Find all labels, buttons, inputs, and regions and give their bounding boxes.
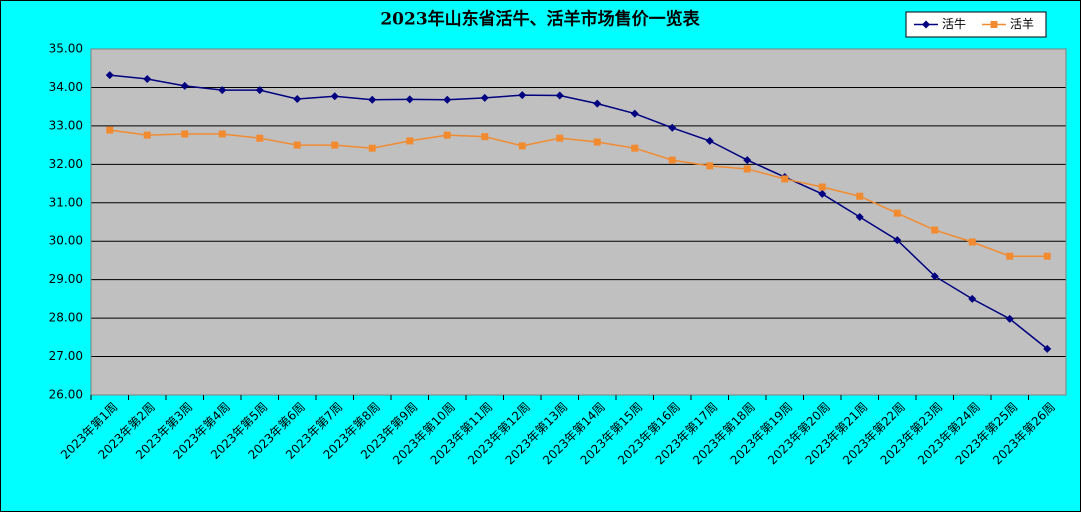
point (293, 94, 302, 103)
legend-marker (990, 21, 998, 28)
point (1005, 314, 1014, 323)
point (518, 91, 527, 100)
point (968, 294, 977, 303)
point (255, 86, 264, 95)
point (331, 141, 339, 149)
legend-label: 活牛 (942, 16, 966, 31)
point (143, 131, 151, 139)
y-tick-label: 26.00 (49, 388, 83, 402)
y-tick-label: 27.00 (49, 349, 83, 363)
y-tick-label: 29.00 (49, 272, 83, 286)
point (855, 213, 864, 222)
point (856, 192, 864, 200)
y-tick-label: 30.00 (49, 234, 83, 248)
point (593, 99, 602, 108)
series-line (109, 74, 1048, 350)
point (443, 131, 451, 139)
point (518, 142, 526, 150)
point (593, 138, 601, 146)
series-line (109, 129, 1048, 257)
point (181, 130, 189, 138)
point (668, 156, 676, 164)
point (218, 130, 226, 138)
point (293, 141, 301, 149)
chart-title: 2023年山东省活牛、活羊市场售价一览表 (380, 9, 700, 30)
point (555, 91, 564, 100)
point (105, 71, 114, 80)
point (218, 86, 227, 95)
point (931, 226, 939, 234)
point (330, 92, 339, 101)
point (1043, 252, 1051, 260)
point (1043, 344, 1052, 353)
point (405, 95, 414, 104)
point (368, 144, 376, 152)
point (705, 136, 714, 145)
legend-label: 活羊 (1010, 16, 1034, 31)
point (743, 165, 751, 173)
point (443, 95, 452, 104)
point (1006, 252, 1014, 260)
point (256, 134, 264, 142)
y-tick-label: 33.00 (49, 118, 83, 132)
point (818, 189, 827, 198)
point (781, 175, 789, 183)
plot-area (91, 49, 1066, 395)
point (106, 126, 114, 134)
point (631, 144, 639, 152)
point (481, 133, 489, 141)
point (818, 183, 826, 191)
y-tick-label: 32.00 (49, 157, 83, 171)
point (480, 93, 489, 102)
point (706, 162, 714, 170)
point (368, 95, 377, 104)
y-tick-label: 31.00 (49, 195, 83, 209)
point (556, 134, 564, 142)
point (630, 109, 639, 118)
point (743, 156, 752, 165)
y-tick-label: 34.00 (49, 80, 83, 94)
y-tick-label: 28.00 (49, 311, 83, 325)
point (668, 123, 677, 132)
point (143, 74, 152, 83)
y-tick-label: 35.00 (49, 42, 83, 56)
point (893, 236, 902, 245)
point (968, 238, 976, 246)
point (406, 137, 414, 145)
point (180, 81, 189, 90)
point (893, 209, 901, 217)
legend-marker (922, 20, 930, 29)
point (930, 272, 939, 281)
